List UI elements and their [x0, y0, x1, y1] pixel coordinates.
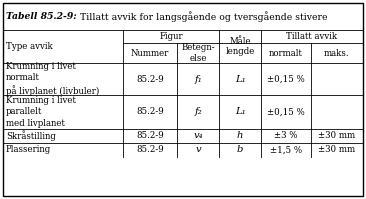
Text: Krumning i livet
parallelt
med livplanet: Krumning i livet parallelt med livplanet: [6, 96, 76, 128]
Text: Tillatt avvik: Tillatt avvik: [287, 32, 337, 41]
Text: ±3 %: ±3 %: [274, 132, 298, 140]
Text: ±0,15 %: ±0,15 %: [267, 74, 305, 84]
Text: maks.: maks.: [324, 49, 350, 58]
Text: Tabell 85.2-9:: Tabell 85.2-9:: [6, 12, 76, 21]
Text: ±0,15 %: ±0,15 %: [267, 107, 305, 116]
Text: h: h: [237, 132, 243, 140]
Text: Måle
lengde: Måle lengde: [225, 37, 255, 56]
Text: v: v: [195, 145, 201, 154]
Text: b: b: [237, 145, 243, 154]
Text: Figur: Figur: [159, 32, 183, 41]
Text: Nummer: Nummer: [131, 49, 169, 58]
Text: v₄: v₄: [193, 132, 203, 140]
Text: 85.2-9: 85.2-9: [136, 107, 164, 116]
Text: Skråstilling: Skråstilling: [6, 131, 56, 141]
Text: f₁: f₁: [194, 74, 202, 84]
Text: ±30 mm: ±30 mm: [318, 132, 355, 140]
Text: Tillatt avvik for langsgående og tversgående stivere: Tillatt avvik for langsgående og tversgå…: [76, 11, 327, 22]
Text: Betegn-
else: Betegn- else: [181, 43, 215, 63]
Text: L₁: L₁: [235, 107, 245, 116]
Text: ±1,5 %: ±1,5 %: [270, 145, 302, 154]
Text: ±30 mm: ±30 mm: [318, 145, 355, 154]
Text: Plassering: Plassering: [6, 145, 51, 154]
Text: normalt: normalt: [269, 49, 303, 58]
Text: 85.2-9: 85.2-9: [136, 145, 164, 154]
Text: Krumning i livet
normalt
på livplanet (livbuler): Krumning i livet normalt på livplanet (l…: [6, 62, 100, 96]
Text: f₂: f₂: [194, 107, 202, 116]
Text: Type avvik: Type avvik: [6, 42, 53, 51]
Text: 85.2-9: 85.2-9: [136, 74, 164, 84]
Text: 85.2-9: 85.2-9: [136, 132, 164, 140]
Text: L₁: L₁: [235, 74, 245, 84]
